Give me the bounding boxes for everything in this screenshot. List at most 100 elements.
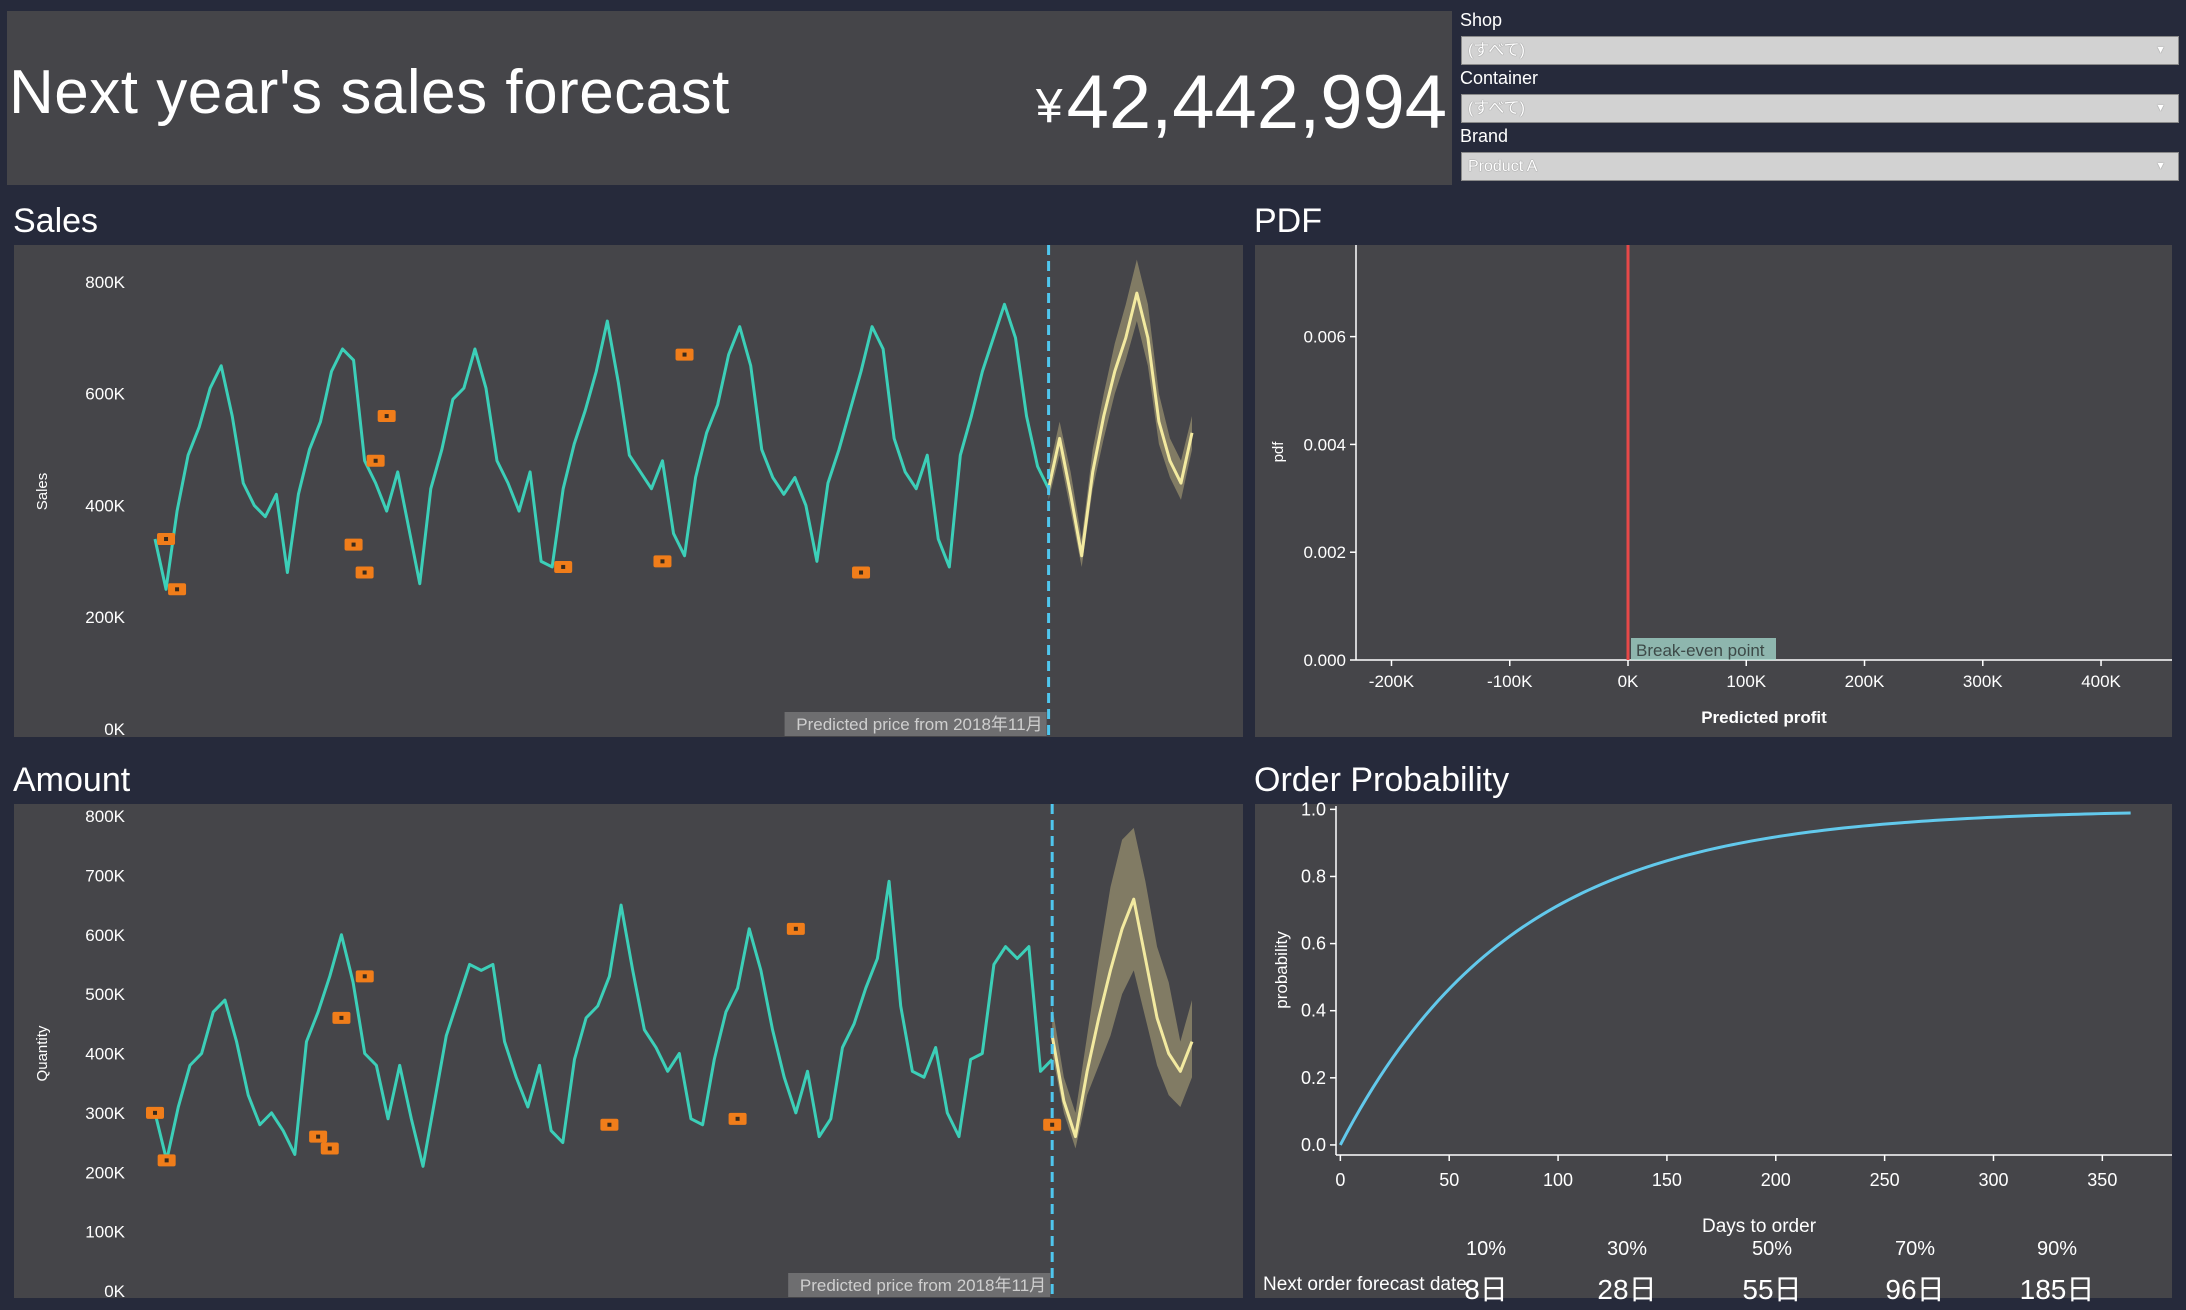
sales-annotation-bg — [784, 712, 1047, 736]
brand-filter-label: Brand — [1460, 126, 1509, 146]
sales-chart-panel — [14, 245, 1243, 737]
shop-filter-select[interactable]: (すべて) ▼ — [1461, 36, 2179, 65]
probability-ytick-label: 0.4 — [1301, 1001, 1326, 1021]
amount-outlier-marker-dot — [327, 1146, 332, 1151]
probability-xtick-label: 0 — [1335, 1170, 1345, 1190]
amount-ytick-label: 500K — [85, 985, 125, 1004]
pdf-xtick-label: 200K — [1845, 672, 1885, 691]
amount-y-axis-label: Quantity — [34, 1025, 51, 1081]
summary-pct-70: 70% — [1894, 1238, 1936, 1260]
summary-days-70: 96日 — [1885, 1274, 1945, 1305]
sales-ytick-label: 0K — [104, 720, 125, 739]
summary-days-90: 185日 — [2019, 1274, 2095, 1305]
pdf-ytick-label: 0.004 — [1303, 435, 1346, 454]
amount-outlier-marker-dot — [607, 1122, 612, 1127]
probability-ytick-label: 0.8 — [1301, 866, 1326, 886]
amount-ytick-label: 300K — [85, 1104, 125, 1123]
sales-outlier-marker-dot — [859, 570, 864, 575]
sales-ytick-label: 200K — [85, 608, 125, 627]
pdf-xtick-label: -100K — [1487, 672, 1533, 691]
currency-symbol: ¥ — [1035, 80, 1063, 133]
summary-days-10: 8日 — [1464, 1274, 1508, 1305]
amount-ytick-label: 200K — [85, 1163, 125, 1182]
page-title: Next year's sales forecast — [9, 58, 730, 127]
probability-xtick-label: 50 — [1439, 1170, 1459, 1190]
pdf-x-axis-label: Predicted profit — [1701, 708, 1827, 727]
pdf-xtick-label: 300K — [1963, 672, 2003, 691]
summary-days-30: 28日 — [1597, 1274, 1657, 1305]
sales-forecast-band — [1048, 259, 1192, 567]
brand-filter-value: Product A — [1468, 158, 1538, 175]
probability-xtick-label: 250 — [1870, 1170, 1900, 1190]
sales-ytick-label: 400K — [85, 496, 125, 515]
chevron-down-icon: ▼ — [2155, 44, 2166, 56]
probability-ytick-label: 0.0 — [1301, 1135, 1326, 1155]
probability-xtick-label: 300 — [1978, 1170, 2008, 1190]
amount-outlier-marker-dot — [793, 926, 798, 931]
sales-outlier-marker-dot — [373, 458, 378, 463]
probability-xtick-label: 200 — [1761, 1170, 1791, 1190]
amount-outlier-marker-dot — [1050, 1122, 1055, 1127]
amount-annotation-text: Predicted price from 2018年11月 — [800, 1276, 1046, 1295]
pdf-section-title: PDF — [1254, 202, 1322, 240]
summary-pct-90: 90% — [2036, 1238, 2078, 1260]
order-forecast-summary: Next order forecast date 10% 30% 50% 70%… — [1256, 1236, 2180, 1306]
probability-y-axis-label: probability — [1272, 931, 1291, 1009]
probability-xtick-label: 150 — [1652, 1170, 1682, 1190]
pdf-y-axis-label: pdf — [1270, 441, 1287, 463]
amount-outlier-marker-dot — [153, 1110, 157, 1115]
pdf-ytick-label: 0.002 — [1303, 543, 1346, 562]
amount-forecast-band — [1052, 827, 1192, 1149]
chevron-down-icon: ▼ — [2155, 102, 2166, 114]
sales-forecast-line — [1047, 291, 1194, 558]
container-filter-label: Container — [1460, 68, 1539, 88]
sales-outlier-marker-dot — [561, 564, 566, 569]
sales-outlier-marker-dot — [660, 559, 665, 564]
breakeven-label-bg — [1631, 638, 1776, 660]
sales-outlier-marker-dot — [384, 414, 389, 419]
amount-forecast-line — [1050, 897, 1194, 1139]
pdf-xtick-label: 0K — [1618, 672, 1639, 691]
amount-ytick-label: 100K — [85, 1223, 125, 1242]
probability-ytick-label: 0.2 — [1301, 1068, 1326, 1088]
sales-section-title: Sales — [13, 202, 99, 240]
pdf-ytick-label: 0.000 — [1303, 651, 1346, 670]
shop-filter-value: (すべて) — [1468, 42, 1525, 59]
sales-actual-line — [153, 302, 1050, 591]
sales-outlier-marker-dot — [164, 537, 169, 541]
summary-pct-10: 10% — [1465, 1238, 1507, 1260]
sales-outlier-marker-dot — [351, 542, 356, 547]
brand-filter-select[interactable]: Product A ▼ — [1461, 152, 2179, 181]
forecast-total-value: 42,442,994 — [1066, 60, 1447, 145]
breakeven-label: Break-even point — [1636, 641, 1765, 660]
sales-outlier-marker-dot — [362, 570, 367, 575]
container-filter-value: (すべて) — [1468, 100, 1525, 117]
probability-xtick-label: 350 — [2087, 1170, 2117, 1190]
probability-curve — [1339, 811, 2131, 1146]
sales-outlier-marker-dot — [175, 587, 180, 592]
amount-ytick-label: 700K — [85, 866, 125, 885]
order-probability-section-title: Order Probability — [1254, 761, 1510, 799]
pdf-xtick-label: -200K — [1369, 672, 1415, 691]
pdf-xtick-label: 400K — [2081, 672, 2121, 691]
forecast-total: ¥42,442,994 — [1036, 59, 1447, 146]
probability-ytick-label: 0.6 — [1301, 934, 1326, 954]
amount-outlier-marker-dot — [316, 1134, 321, 1139]
order-summary-label: Next order forecast date — [1263, 1274, 1467, 1295]
sales-annotation-text: Predicted price from 2018年11月 — [796, 715, 1042, 734]
order-probability-chart-panel — [1255, 804, 2172, 1298]
header-panel: Next year's sales forecast ¥42,442,994 — [7, 11, 1452, 185]
pdf-ytick-label: 0.006 — [1303, 328, 1346, 347]
amount-outlier-marker-dot — [735, 1116, 740, 1121]
amount-ytick-label: 800K — [85, 807, 125, 826]
amount-actual-line — [153, 879, 1054, 1168]
pdf-xtick-label: 100K — [1726, 672, 1766, 691]
container-filter-select[interactable]: (すべて) ▼ — [1461, 94, 2179, 123]
amount-annotation-bg — [788, 1273, 1051, 1297]
sales-y-axis-label: Sales — [34, 473, 51, 511]
chevron-down-icon: ▼ — [2155, 160, 2166, 172]
probability-ytick-label: 1.0 — [1301, 799, 1326, 819]
amount-ytick-label: 0K — [104, 1282, 125, 1301]
summary-days-50: 55日 — [1742, 1274, 1802, 1305]
